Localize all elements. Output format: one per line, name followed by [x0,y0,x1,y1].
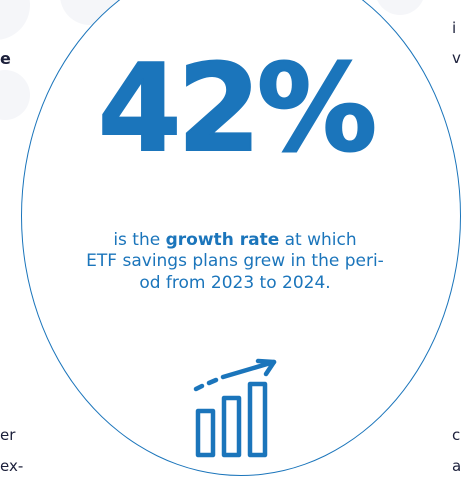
description-line: ETF savings plans grew in the peri- [86,251,384,272]
right-text-fragment: i [452,19,457,37]
left-text-fragment: ex- [0,457,24,475]
left-text-fragment: er [0,426,16,444]
statistic-value: 42% [97,40,378,179]
description-text: is the [113,230,166,250]
background-circle [375,0,425,15]
right-text-fragment: a [452,457,462,475]
bar-chart-growth-icon [193,358,277,458]
right-text-fragment: v [452,49,461,67]
right-text-fragment: c [452,426,461,444]
statistic-circle [21,0,461,476]
description-emphasis: growth rate [165,230,280,250]
description-line: is the growth rate at which [60,230,410,251]
background-circle [0,0,30,40]
description-text: at which [279,230,357,250]
description-line: od from 2023 to 2024. [139,272,331,293]
statistic-description: is the growth rate at which ETF savings … [60,230,410,294]
left-heading-fragment: e [0,49,11,68]
